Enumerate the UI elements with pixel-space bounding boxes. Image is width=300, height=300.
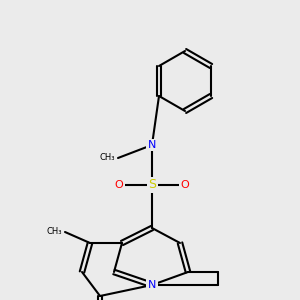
Text: N: N bbox=[148, 140, 156, 150]
Text: CH₃: CH₃ bbox=[100, 154, 115, 163]
Text: O: O bbox=[181, 180, 189, 190]
Text: N: N bbox=[148, 280, 156, 290]
Text: CH₃: CH₃ bbox=[46, 227, 62, 236]
Text: S: S bbox=[148, 178, 156, 191]
Text: O: O bbox=[115, 180, 123, 190]
